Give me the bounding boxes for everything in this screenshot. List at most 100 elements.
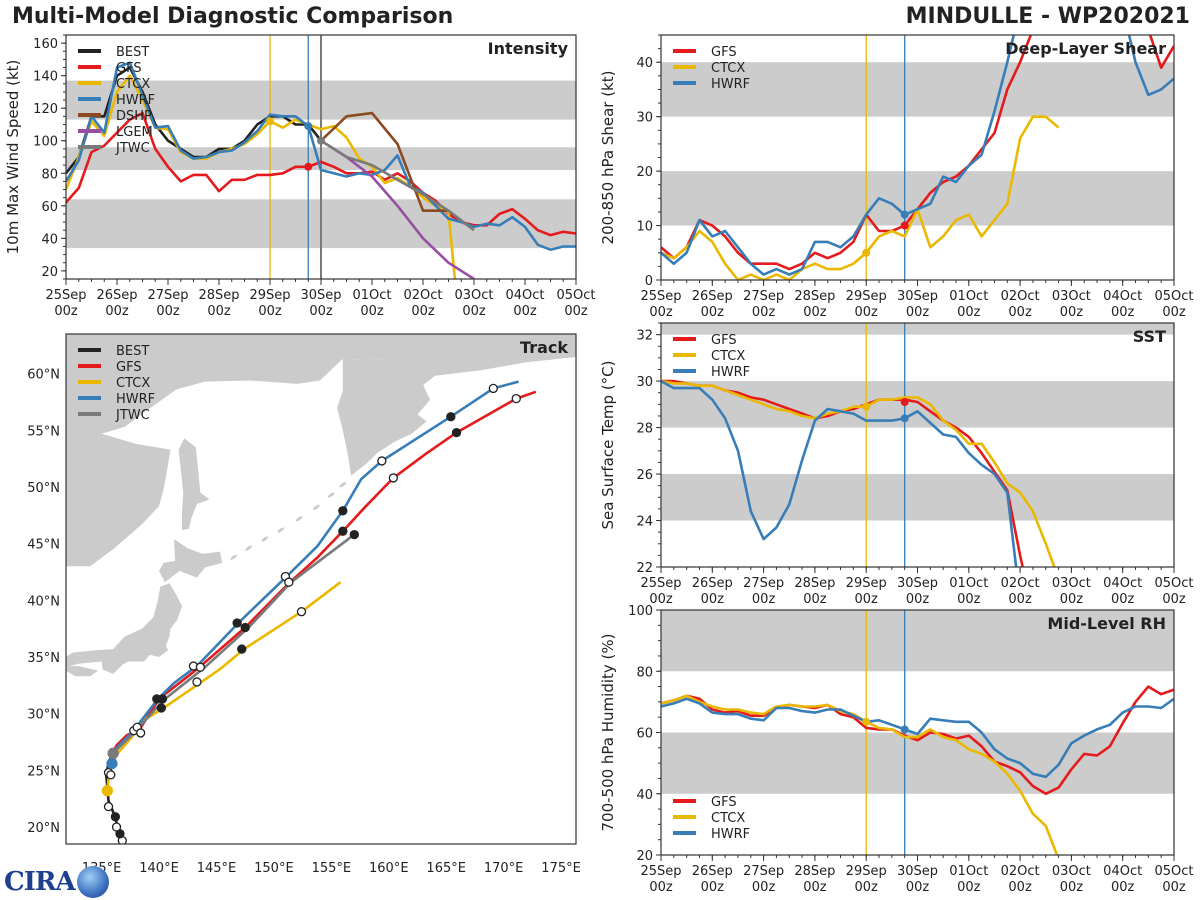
lat-tick-label: 55°N xyxy=(27,424,60,439)
track-point xyxy=(192,677,202,687)
series-line-hwrf xyxy=(66,61,576,251)
y-tick-label: 40 xyxy=(636,56,653,71)
track-point xyxy=(511,393,521,404)
x-tick-hour: 00z xyxy=(54,304,78,319)
x-tick-hour: 00z xyxy=(957,305,981,320)
legend-label-hwrf: HWRF xyxy=(711,365,750,380)
track-point xyxy=(136,728,146,738)
y-tick-label: 10 xyxy=(636,220,653,235)
x-tick-date: 05Oct xyxy=(1154,576,1193,591)
lat-tick-label: 50°N xyxy=(27,481,60,496)
x-tick-hour: 00z xyxy=(564,304,588,319)
legend-label-hwrf: HWRF xyxy=(711,77,750,92)
y-axis-label: 700-500 hPa Humidity (%) xyxy=(599,633,617,831)
x-tick-date: 04Oct xyxy=(1103,289,1142,304)
marker-gfs xyxy=(304,162,313,171)
x-tick-hour: 00z xyxy=(1111,305,1135,320)
x-tick-date: 04Oct xyxy=(1103,864,1142,879)
lat-tick-label: 35°N xyxy=(27,651,60,666)
kuril-island xyxy=(245,545,253,551)
x-tick-hour: 00z xyxy=(906,880,930,895)
y-tick-label: 80 xyxy=(41,167,58,182)
lon-tick-label: 170°E xyxy=(484,861,524,876)
panel-sst: 22242628303225Sep00z26Sep00z27Sep00z28Se… xyxy=(599,322,1194,607)
x-tick-hour: 00z xyxy=(309,304,333,319)
y-tick-label: 28 xyxy=(636,422,653,437)
x-tick-date: 05Oct xyxy=(1154,864,1193,879)
track-point xyxy=(377,456,387,466)
x-tick-hour: 00z xyxy=(701,305,725,320)
legend-label-hwrf: HWRF xyxy=(116,93,155,108)
series-line-gfs xyxy=(661,685,1174,796)
x-tick-hour: 00z xyxy=(752,880,776,895)
x-tick-date: 03Oct xyxy=(1052,576,1091,591)
lon-tick-label: 160°E xyxy=(369,861,409,876)
track-point xyxy=(338,506,348,516)
track-point xyxy=(101,785,114,797)
x-tick-hour: 00z xyxy=(1111,880,1135,895)
x-tick-hour: 00z xyxy=(360,304,384,319)
track-point xyxy=(284,577,294,587)
y-axis-label: 200-850 hPa Shear (kt) xyxy=(599,71,617,245)
track-point xyxy=(107,747,119,759)
legend-label-jtwc: JTWC xyxy=(115,408,150,423)
lat-tick-label: 20°N xyxy=(27,821,60,836)
y-axis-label: 10m Max Wind Speed (kt) xyxy=(4,60,22,255)
main-title: Multi-Model Diagnostic Comparison xyxy=(12,4,454,29)
kuril-island xyxy=(327,492,335,498)
x-tick-hour: 00z xyxy=(105,304,129,319)
legend-label-dshp: DSHP xyxy=(116,109,152,124)
panel-title: Intensity xyxy=(488,39,569,58)
x-tick-hour: 00z xyxy=(1060,305,1084,320)
x-tick-hour: 00z xyxy=(906,592,930,607)
panel-title: SST xyxy=(1133,327,1166,346)
x-tick-date: 05Oct xyxy=(1154,289,1193,304)
x-tick-hour: 00z xyxy=(411,304,435,319)
x-tick-hour: 00z xyxy=(701,592,725,607)
x-tick-date: 03Oct xyxy=(454,288,493,303)
x-tick-hour: 00z xyxy=(906,305,930,320)
track-point xyxy=(157,694,168,704)
lat-tick-label: 60°N xyxy=(27,368,60,383)
x-tick-date: 30Sep xyxy=(897,576,938,591)
x-tick-date: 26Sep xyxy=(692,864,733,879)
x-tick-date: 01Oct xyxy=(352,288,391,303)
shaded-band xyxy=(661,323,1174,335)
lon-tick-label: 145°E xyxy=(197,861,237,876)
marker-gfs xyxy=(900,221,909,230)
x-tick-date: 04Oct xyxy=(1103,576,1142,591)
marker-ctcx xyxy=(266,117,274,126)
panel-intensity: 2040608010012014016025Sep00z26Sep00z27Se… xyxy=(4,34,596,319)
x-tick-hour: 00z xyxy=(649,305,673,320)
x-tick-date: 26Sep xyxy=(96,288,137,303)
y-tick-label: 140 xyxy=(33,70,58,85)
x-tick-date: 29Sep xyxy=(846,576,887,591)
legend-label-ctcx: CTCX xyxy=(116,77,150,92)
y-tick-label: 40 xyxy=(41,232,58,247)
marker-hwrf xyxy=(900,725,909,734)
y-tick-label: 80 xyxy=(636,665,653,680)
track-point xyxy=(232,618,242,628)
panel-track: 135°E140°E145°E150°E155°E160°E165°E170°E… xyxy=(27,333,581,876)
legend-label-hwrf: HWRF xyxy=(711,827,750,842)
shikoku xyxy=(66,666,99,677)
shaded-band xyxy=(661,171,1174,226)
x-tick-hour: 00z xyxy=(649,592,673,607)
lon-tick-label: 165°E xyxy=(426,861,466,876)
x-tick-date: 29Sep xyxy=(846,289,887,304)
kuril-island xyxy=(230,554,238,560)
x-tick-date: 28Sep xyxy=(794,864,835,879)
track-point xyxy=(106,770,116,780)
x-tick-date: 26Sep xyxy=(692,289,733,304)
y-tick-label: 32 xyxy=(636,329,653,344)
x-tick-hour: 00z xyxy=(1162,592,1186,607)
x-tick-hour: 00z xyxy=(513,304,537,319)
x-tick-date: 27Sep xyxy=(743,576,784,591)
x-tick-hour: 00z xyxy=(1008,880,1032,895)
legend-label-ctcx: CTCX xyxy=(116,376,150,391)
